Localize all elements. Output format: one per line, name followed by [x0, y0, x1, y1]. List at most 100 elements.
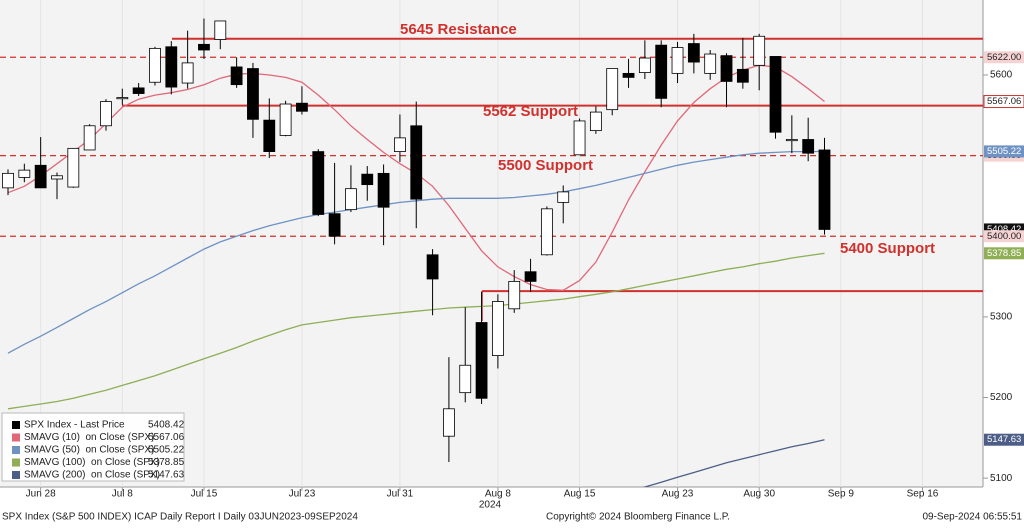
footer-center: Copyright© 2024 Bloomberg Finance L.P. — [546, 512, 730, 523]
y-tick-label: 5600 — [990, 70, 1013, 81]
candle-body — [18, 169, 31, 178]
candle-body — [557, 191, 570, 203]
candle-body — [2, 172, 14, 189]
legend-label: SMAVG (10) on Close (SPX) — [24, 432, 154, 443]
candle-body — [459, 364, 472, 394]
candle-body — [475, 322, 488, 399]
legend-swatch — [12, 421, 20, 429]
legend-label: SPX Index - Last Price — [24, 420, 125, 431]
last-price-label: 5408.42 — [987, 224, 1021, 235]
legend-value: 5408.42 — [148, 420, 185, 431]
candle-body — [361, 173, 374, 186]
x-year-label: 2024 — [479, 500, 502, 511]
ma-line — [7, 252, 825, 410]
candle-body — [573, 120, 586, 156]
candle-body — [410, 125, 423, 200]
x-tick-label: Aug 8 — [485, 489, 512, 500]
legend-value: 5378.85 — [148, 457, 185, 468]
candle-body — [753, 35, 766, 66]
candle-body — [589, 111, 602, 132]
candle-body — [785, 139, 798, 142]
ma-line — [642, 439, 825, 487]
legend-label: SMAVG (50) on Close (SPX) — [24, 445, 154, 456]
x-tick-label: Jul 23 — [289, 489, 316, 500]
candle-body — [51, 175, 63, 180]
footer-bar — [0, 510, 1024, 524]
candle-body — [83, 125, 96, 151]
candle-body — [230, 66, 243, 86]
ma-price-label-box — [984, 247, 1024, 260]
candle-body — [394, 137, 406, 152]
x-tick-label: Sep 16 — [907, 489, 939, 500]
legend-swatch — [12, 433, 20, 442]
overlay: Jun 28 Jul 8 Jul 15 Jul 23 Jul 31 Aug 8 Aug 15… — [1, 21, 1024, 500]
candle-body — [491, 301, 504, 356]
candle-body — [181, 62, 194, 84]
candle-body — [34, 164, 47, 189]
candle-body — [149, 47, 161, 83]
level-price-label: 5622.00 — [987, 52, 1021, 63]
legend-box — [1, 412, 185, 482]
candle-body — [116, 97, 129, 100]
candle-body — [671, 47, 684, 74]
level-annotation: 5400 Support — [840, 240, 935, 257]
candle-body — [606, 68, 619, 111]
level-price-label: 5400.00 — [987, 231, 1021, 242]
candle-body — [508, 280, 521, 310]
y-tick-label: 5300 — [990, 312, 1013, 323]
ma-price-label: 5505.22 — [987, 146, 1021, 157]
candle-body — [279, 103, 292, 136]
x-tick-label: Aug 15 — [564, 489, 596, 500]
level-annotation: 5500 Support — [498, 157, 593, 174]
x-tick-label: Aug 23 — [662, 489, 694, 500]
x-tick-label: Jul 15 — [191, 489, 218, 500]
ma-price-label: 5147.63 — [987, 434, 1021, 445]
legend-swatch — [12, 471, 20, 479]
legend-swatch — [12, 458, 20, 467]
footer-right: 09-Sep-2024 06:55:51 — [922, 512, 1022, 523]
level-annotation: 5645 Resistance — [400, 21, 517, 38]
candle-body — [345, 188, 357, 211]
candle-body — [328, 213, 341, 237]
candle-body — [655, 44, 668, 99]
candle-body — [736, 68, 749, 83]
ma-price-label: 5567.06 — [987, 96, 1021, 107]
footer-left: SPX Index (S&P 500 INDEX) ICAP Daily Rep… — [2, 512, 358, 523]
candle-body — [443, 408, 455, 437]
candle-body — [704, 53, 717, 74]
legend-value: 5147.63 — [148, 470, 185, 481]
candle-body — [132, 87, 145, 94]
legend-label: SMAVG (100) on Close (SPX) — [24, 457, 160, 468]
x-tick-label: Aug 30 — [743, 489, 775, 500]
candle-body — [426, 254, 439, 280]
candle-body — [540, 208, 553, 256]
candle-body — [165, 46, 178, 88]
ma-price-label-box — [984, 433, 1024, 446]
candle-body — [720, 55, 733, 82]
y-tick-label: 5100 — [990, 473, 1013, 484]
ma-price-label: 5378.85 — [987, 248, 1021, 259]
ma-price-label-box — [984, 145, 1024, 158]
plot-area — [0, 0, 983, 487]
candle-body — [296, 102, 308, 112]
candle-body — [622, 72, 635, 78]
x-tick-label: Jul 31 — [387, 489, 414, 500]
candle-body — [100, 101, 112, 127]
y-tick-label: 5200 — [990, 392, 1013, 403]
level-price-label-box — [984, 230, 1024, 243]
candle-body — [198, 43, 210, 51]
x-tick-label: Jul 8 — [112, 489, 134, 500]
ma-price-label-box — [983, 95, 1024, 109]
candle-body — [687, 43, 700, 63]
candle-body — [263, 119, 276, 152]
candle-body — [214, 20, 227, 40]
candle-body — [312, 151, 325, 215]
legend-value: 5567.06 — [148, 432, 185, 443]
candle-body — [818, 149, 831, 230]
x-tick-label: Jun 28 — [26, 489, 56, 500]
legend-label: SMAVG (200) on Close (SPX) — [24, 470, 160, 481]
x-tick-label: Sep 9 — [828, 489, 855, 500]
candle-body — [247, 68, 259, 120]
level-price-label-box — [984, 51, 1024, 64]
